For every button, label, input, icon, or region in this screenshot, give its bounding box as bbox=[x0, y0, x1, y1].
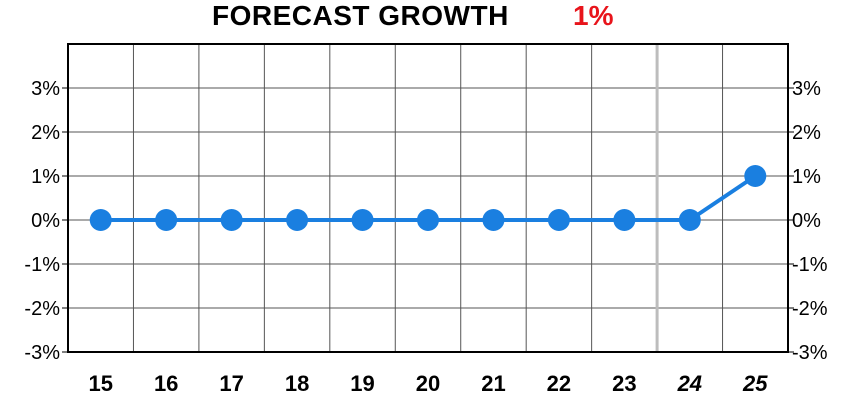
data-point bbox=[482, 209, 505, 231]
x-tick-label: 22 bbox=[547, 371, 571, 396]
x-tick-label: 15 bbox=[88, 371, 112, 396]
y-tick-label-right: -2% bbox=[792, 298, 828, 320]
x-tick-label: 25 bbox=[742, 371, 768, 396]
x-tick-label: 18 bbox=[285, 371, 309, 396]
data-point bbox=[220, 209, 243, 231]
data-point bbox=[744, 165, 767, 187]
y-tick-label-right: 1% bbox=[792, 166, 821, 188]
y-tick-label-right: 3% bbox=[792, 78, 821, 100]
y-tick-label-left: -3% bbox=[24, 342, 60, 364]
y-tick-label-right: 0% bbox=[792, 210, 821, 232]
data-point bbox=[286, 209, 309, 231]
data-point bbox=[89, 209, 112, 231]
x-tick-label: 21 bbox=[481, 371, 505, 396]
data-point bbox=[613, 209, 636, 231]
x-tick-label: 20 bbox=[416, 371, 440, 396]
x-tick-label: 17 bbox=[219, 371, 243, 396]
plot-frame bbox=[67, 43, 789, 353]
data-point bbox=[547, 209, 570, 231]
y-tick-label-right: -3% bbox=[792, 342, 828, 364]
data-point bbox=[417, 209, 439, 231]
y-tick-label-left: -2% bbox=[24, 298, 60, 320]
y-tick-label-right: 2% bbox=[792, 122, 821, 144]
data-point bbox=[351, 209, 374, 231]
y-tick-label-left: 3% bbox=[31, 78, 60, 100]
x-tick-label: 19 bbox=[350, 371, 374, 396]
y-tick-label-right: -1% bbox=[792, 254, 828, 276]
forecast-value: 1% bbox=[573, 0, 614, 31]
chart-title-text: FORECAST GROWTH bbox=[212, 0, 509, 31]
chart-title: FORECAST GROWTH 1% bbox=[0, 0, 844, 36]
y-tick-label-left: 0% bbox=[31, 210, 60, 232]
x-tick-label: 24 bbox=[677, 371, 702, 396]
y-tick-label-left: 2% bbox=[31, 122, 60, 144]
data-point bbox=[678, 209, 701, 231]
x-tick-label: 16 bbox=[154, 371, 178, 396]
x-tick-label: 23 bbox=[612, 371, 636, 396]
y-tick-label-left: -1% bbox=[24, 254, 60, 276]
data-point bbox=[155, 209, 178, 231]
y-tick-label-left: 1% bbox=[31, 166, 60, 188]
